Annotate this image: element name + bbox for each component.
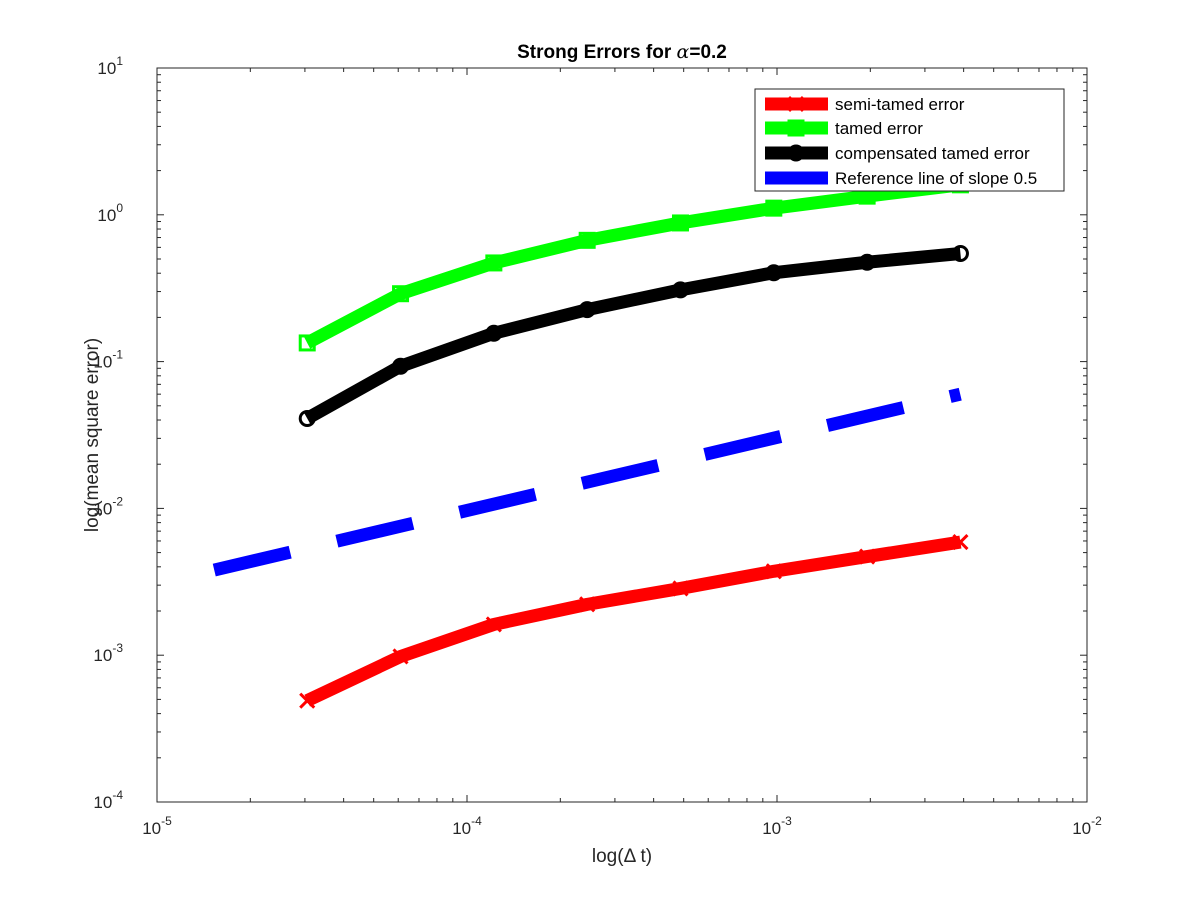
y-tick-label: 10-1 bbox=[93, 348, 123, 372]
series-0-point bbox=[579, 596, 596, 613]
legend-item: compensated tamed error bbox=[765, 144, 1030, 163]
legend-label: Reference line of slope 0.5 bbox=[835, 169, 1037, 188]
series-1-point bbox=[765, 199, 783, 217]
series-2-point bbox=[671, 281, 689, 299]
series-2-point bbox=[485, 324, 503, 342]
series-1-point bbox=[485, 254, 503, 272]
series-0-point bbox=[299, 692, 316, 709]
series-line-0 bbox=[304, 535, 962, 707]
series-line-2 bbox=[304, 247, 962, 425]
x-tick-label: 10-3 bbox=[762, 814, 792, 838]
series-0-point bbox=[672, 580, 689, 597]
y-tick-label: 10-2 bbox=[93, 494, 123, 518]
legend-marker bbox=[787, 95, 805, 113]
x-tick-label: 10-2 bbox=[1072, 814, 1102, 838]
series-1-point bbox=[298, 334, 316, 352]
x-tick-label: 10-5 bbox=[142, 814, 172, 838]
series-2-point bbox=[765, 264, 783, 282]
series-1-point bbox=[392, 285, 410, 303]
legend-label: semi-tamed error bbox=[835, 95, 965, 114]
series-0-point bbox=[765, 563, 782, 580]
series-2-point bbox=[578, 301, 596, 319]
series-line-3 bbox=[212, 387, 962, 577]
series-1-point bbox=[671, 214, 689, 232]
legend-marker bbox=[787, 144, 805, 162]
series-1-point bbox=[578, 231, 596, 249]
legend: semi-tamed error tamed error compensated t… bbox=[754, 88, 1065, 192]
y-tick-label: 10-3 bbox=[93, 641, 123, 665]
y-tick-label: 101 bbox=[97, 54, 123, 78]
series-2-point bbox=[858, 253, 876, 271]
series-line-1 bbox=[304, 178, 962, 349]
legend-item: Reference line of slope 0.5 bbox=[765, 169, 1037, 188]
series-0-point bbox=[952, 533, 969, 551]
series-0-point bbox=[485, 616, 502, 633]
y-tick-label: 100 bbox=[97, 201, 123, 225]
legend-item: semi-tamed error bbox=[765, 95, 965, 114]
x-axis-label: log(Δ t) bbox=[592, 846, 652, 867]
series-0-point bbox=[859, 548, 876, 565]
legend-marker bbox=[787, 119, 805, 137]
chart-title: Strong Errors for α=0.2 bbox=[517, 41, 727, 63]
series-0-point bbox=[392, 648, 409, 665]
series-2-point bbox=[392, 357, 410, 375]
series-2-point bbox=[298, 409, 316, 427]
axes-box bbox=[156, 67, 1088, 803]
series-2-point bbox=[951, 244, 969, 262]
legend-label: compensated tamed error bbox=[835, 144, 1030, 163]
y-tick-label: 10-4 bbox=[93, 788, 123, 812]
legend-item: tamed error bbox=[765, 119, 923, 138]
y-axis-label: log(mean square error) bbox=[82, 338, 103, 532]
legend-label: tamed error bbox=[835, 119, 923, 138]
x-tick-label: 10-4 bbox=[452, 814, 482, 838]
